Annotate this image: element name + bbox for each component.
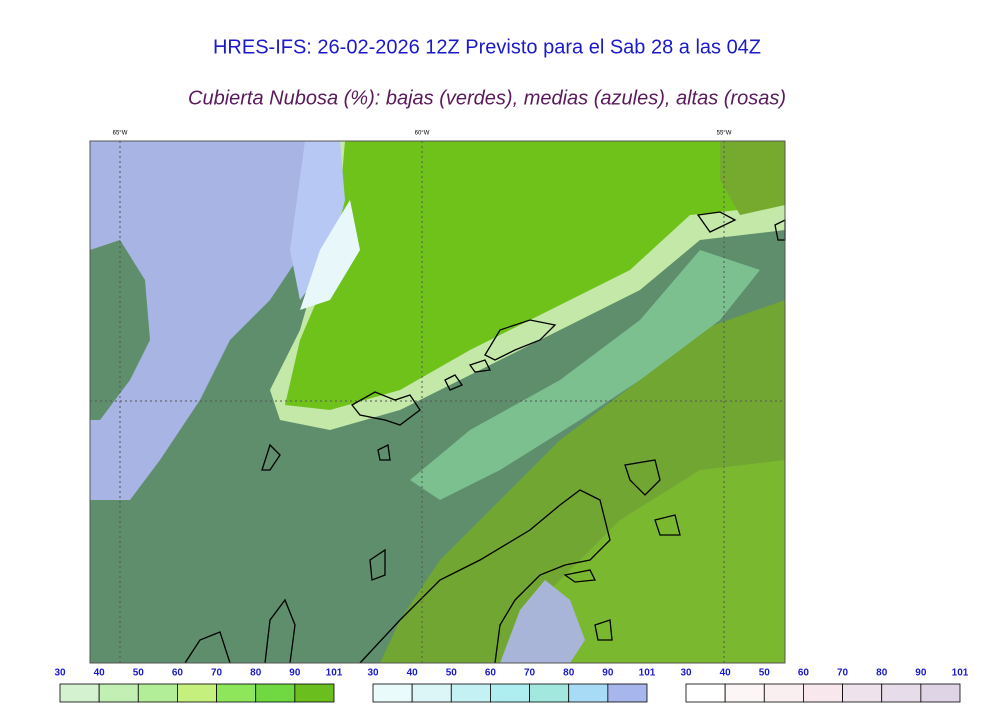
colorbar-box (137, 683, 178, 703)
colorbar-tick-label: 90 (915, 668, 927, 679)
map: 65°W 60°W 55°W (89, 131, 786, 664)
colorbar-tick-label: 70 (211, 668, 223, 679)
colorbar-box (372, 683, 413, 703)
colorbar-tick-label: 60 (485, 668, 497, 679)
colorbar-box (490, 683, 530, 703)
band-green (410, 250, 760, 500)
low-cloud-west (90, 240, 150, 420)
colorbar-tick-label: 101 (952, 668, 969, 679)
colorbar-tick-label: 90 (289, 668, 301, 679)
colorbar-box (529, 683, 570, 703)
colorbar-tick-label: 50 (133, 668, 145, 679)
colorbar-box (881, 683, 922, 703)
colorbar-tick-label: 80 (563, 668, 575, 679)
lon-label: 65°W (113, 131, 128, 137)
colorbar-box (803, 683, 843, 703)
colorbar-tick-label: 30 (54, 668, 66, 679)
colorbar-tick-label: 30 (367, 668, 379, 679)
colorbar-tick-label: 101 (639, 668, 656, 679)
lon-label: 60°W (415, 131, 430, 137)
mid-cloud-white (300, 200, 360, 310)
title: HRES-IFS: 26-02-2026 12Z Previsto para e… (213, 36, 761, 58)
colorbar-tick-label: 50 (759, 668, 771, 679)
colorbar-box (177, 683, 217, 703)
map-frame (89, 140, 786, 664)
low-cloud-bright (285, 141, 785, 410)
colorbar-tick-label: 50 (446, 668, 458, 679)
colorbar-tick-label: 70 (837, 668, 849, 679)
colorbar-box (724, 683, 765, 703)
colorbar-box (450, 683, 491, 703)
colorbar-box (568, 683, 609, 703)
colorbar-tick-label: 30 (680, 668, 692, 679)
colorbar-tick-label: 60 (172, 668, 184, 679)
subtitle: Cubierta Nubosa (%): bajas (verdes), med… (188, 87, 786, 109)
colorbar-box (255, 683, 296, 703)
colorbar-tick-label: 40 (94, 668, 106, 679)
olive-corner (720, 141, 785, 215)
colorbar-box (216, 683, 257, 703)
colorbar-tick-label: 101 (326, 668, 343, 679)
colorbar-box (411, 683, 452, 703)
lon-label: 55°W (717, 131, 732, 137)
colorbar-box (842, 683, 883, 703)
colorbar-box (294, 683, 335, 703)
colorbar-tick-label: 80 (876, 668, 888, 679)
colorbar-box (607, 683, 648, 703)
colorbar-box (685, 683, 726, 703)
colorbar-box (59, 683, 100, 703)
colorbar-tick-label: 40 (407, 668, 419, 679)
graticule (90, 141, 785, 663)
colorbar-tick-label: 80 (250, 668, 262, 679)
colorbars: 30 40 50 60 70 80 90 101 30 40 50 60 70 80 90 101 30 40 50… (54, 668, 969, 703)
colorbar-box (98, 683, 139, 703)
colorbar-box (920, 683, 961, 703)
mid-cloud-south (500, 580, 585, 663)
colorbar-tick-label: 70 (524, 668, 536, 679)
mid-cloud-light (290, 141, 345, 300)
colorbar-tick-label: 60 (798, 668, 810, 679)
colorbar-tick-label: 40 (720, 668, 732, 679)
mid-cloud (90, 141, 335, 500)
colorbar-tick-label: 90 (602, 668, 614, 679)
colorbar-box (763, 683, 804, 703)
